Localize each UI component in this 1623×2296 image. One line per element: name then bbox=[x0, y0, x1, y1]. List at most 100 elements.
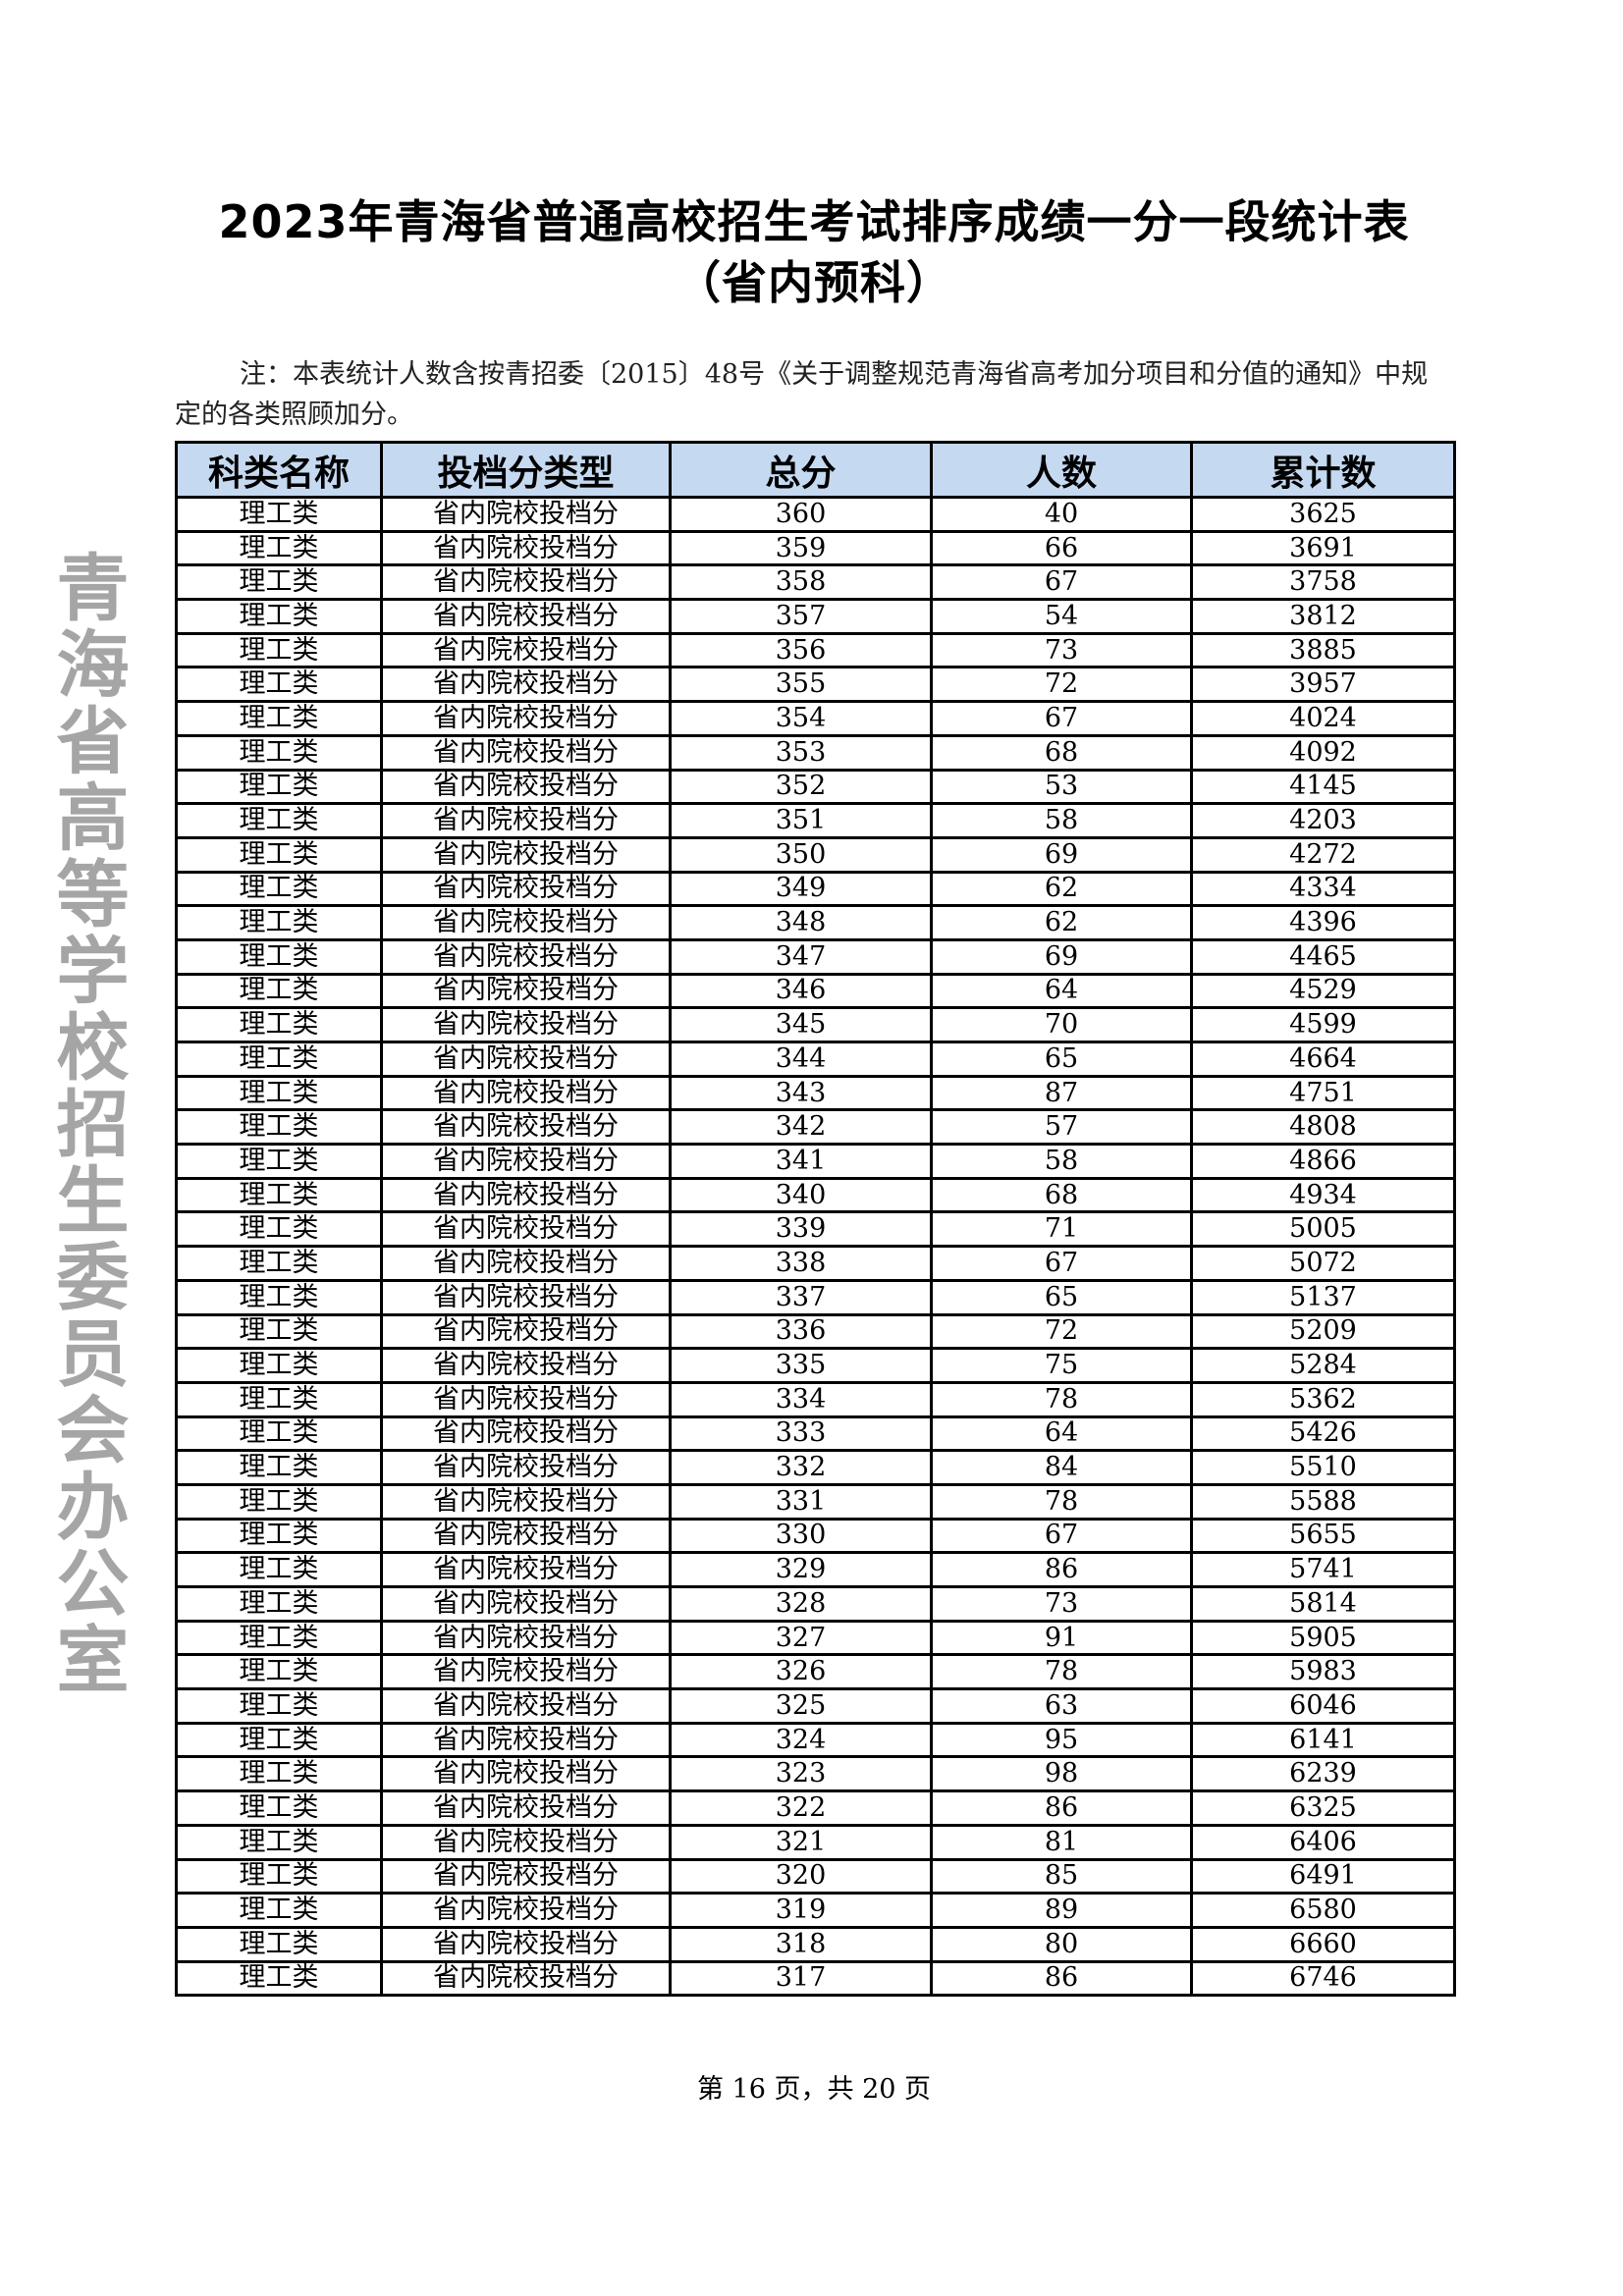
cell-category: 理工类 bbox=[175, 563, 383, 602]
cell-cumulative: 3691 bbox=[1190, 529, 1456, 567]
cell-cumulative: 6746 bbox=[1190, 1959, 1456, 1998]
cell-type: 省内院校投档分 bbox=[380, 563, 672, 602]
cell-type: 省内院校投档分 bbox=[380, 1415, 672, 1453]
cell-type: 省内院校投档分 bbox=[380, 1380, 672, 1418]
cell-cumulative: 6580 bbox=[1190, 1892, 1456, 1929]
table-row: 理工类 省内院校投档分 322 86 6325 bbox=[175, 1789, 1456, 1827]
cell-score: 355 bbox=[669, 666, 933, 704]
cell-count: 62 bbox=[930, 904, 1193, 941]
cell-type: 省内院校投档分 bbox=[380, 666, 672, 704]
cell-category: 理工类 bbox=[175, 1857, 383, 1896]
table-row: 理工类 省内院校投档分 342 57 4808 bbox=[175, 1108, 1456, 1147]
table-row: 理工类 省内院校投档分 317 86 6746 bbox=[175, 1959, 1456, 1998]
cell-category: 理工类 bbox=[175, 1041, 383, 1078]
cell-type: 省内院校投档分 bbox=[380, 1108, 672, 1147]
cell-category: 理工类 bbox=[175, 1006, 383, 1043]
cell-type: 省内院校投档分 bbox=[380, 870, 672, 908]
cell-cumulative: 6046 bbox=[1190, 1687, 1456, 1725]
cell-type: 省内院校投档分 bbox=[380, 1245, 672, 1282]
cell-category: 理工类 bbox=[175, 1210, 383, 1249]
cell-category: 理工类 bbox=[175, 768, 383, 806]
cell-count: 54 bbox=[930, 598, 1193, 635]
cell-cumulative: 6660 bbox=[1190, 1925, 1456, 1963]
cell-cumulative: 5983 bbox=[1190, 1653, 1456, 1691]
table-row: 理工类 省内院校投档分 358 67 3758 bbox=[175, 563, 1456, 602]
table-row: 理工类 省内院校投档分 331 78 5588 bbox=[175, 1482, 1456, 1521]
cell-count: 68 bbox=[930, 733, 1193, 772]
cell-score: 331 bbox=[669, 1482, 933, 1521]
page-title: 2023年青海省普通高校招生考试排序成绩一分一段统计表 bbox=[218, 195, 1410, 248]
cell-score: 326 bbox=[669, 1653, 933, 1691]
table-row: 理工类 省内院校投档分 349 62 4334 bbox=[175, 870, 1456, 908]
table-row: 理工类 省内院校投档分 345 70 4599 bbox=[175, 1006, 1456, 1043]
cell-score: 343 bbox=[669, 1074, 933, 1112]
cell-count: 63 bbox=[930, 1687, 1193, 1725]
cell-category: 理工类 bbox=[175, 1517, 383, 1555]
table-row: 理工类 省内院校投档分 324 95 6141 bbox=[175, 1721, 1456, 1759]
cell-score: 352 bbox=[669, 768, 933, 806]
cell-type: 省内院校投档分 bbox=[380, 598, 672, 635]
cell-category: 理工类 bbox=[175, 1143, 383, 1180]
cell-cumulative: 4465 bbox=[1190, 937, 1456, 976]
cell-cumulative: 4751 bbox=[1190, 1074, 1456, 1112]
cell-score: 327 bbox=[669, 1619, 933, 1657]
cell-cumulative: 5741 bbox=[1190, 1551, 1456, 1588]
cell-score: 321 bbox=[669, 1823, 933, 1861]
table-row: 理工类 省内院校投档分 328 73 5814 bbox=[175, 1585, 1456, 1623]
cell-category: 理工类 bbox=[175, 802, 383, 839]
cell-cumulative: 6491 bbox=[1190, 1857, 1456, 1896]
watermark: 青海省高等学校招生委员会办公室 bbox=[44, 550, 129, 1698]
cell-count: 67 bbox=[930, 563, 1193, 602]
cell-type: 省内院校投档分 bbox=[380, 1006, 672, 1043]
cell-cumulative: 5426 bbox=[1190, 1415, 1456, 1453]
cell-cumulative: 5137 bbox=[1190, 1278, 1456, 1316]
cell-count: 58 bbox=[930, 1143, 1193, 1180]
table-row: 理工类 省内院校投档分 337 65 5137 bbox=[175, 1278, 1456, 1316]
table-row: 理工类 省内院校投档分 332 84 5510 bbox=[175, 1449, 1456, 1486]
table-row: 理工类 省内院校投档分 336 72 5209 bbox=[175, 1312, 1456, 1351]
cell-score: 329 bbox=[669, 1551, 933, 1588]
table-row: 理工类 省内院校投档分 350 69 4272 bbox=[175, 835, 1456, 874]
cell-score: 349 bbox=[669, 870, 933, 908]
cell-count: 72 bbox=[930, 666, 1193, 704]
cell-cumulative: 4203 bbox=[1190, 802, 1456, 839]
cell-type: 省内院校投档分 bbox=[380, 1176, 672, 1214]
table-row: 理工类 省内院校投档分 333 64 5426 bbox=[175, 1415, 1456, 1453]
cell-cumulative: 4934 bbox=[1190, 1176, 1456, 1214]
table-row: 理工类 省内院校投档分 351 58 4203 bbox=[175, 802, 1456, 839]
table-row: 理工类 省内院校投档分 341 58 4866 bbox=[175, 1143, 1456, 1180]
cell-type: 省内院校投档分 bbox=[380, 1857, 672, 1896]
cell-count: 86 bbox=[930, 1789, 1193, 1827]
cell-cumulative: 4092 bbox=[1190, 733, 1456, 772]
cell-count: 85 bbox=[930, 1857, 1193, 1896]
cell-count: 98 bbox=[930, 1755, 1193, 1793]
cell-category: 理工类 bbox=[175, 1892, 383, 1929]
table-row: 理工类 省内院校投档分 319 89 6580 bbox=[175, 1892, 1456, 1929]
cell-count: 89 bbox=[930, 1892, 1193, 1929]
cell-score: 360 bbox=[669, 496, 933, 533]
cell-type: 省内院校投档分 bbox=[380, 768, 672, 806]
cell-type: 省内院校投档分 bbox=[380, 972, 672, 1010]
cell-cumulative: 5588 bbox=[1190, 1482, 1456, 1521]
cell-category: 理工类 bbox=[175, 700, 383, 737]
table-row: 理工类 省内院校投档分 360 40 3625 bbox=[175, 496, 1456, 533]
cell-score: 350 bbox=[669, 835, 933, 874]
cell-category: 理工类 bbox=[175, 1585, 383, 1623]
cell-type: 省内院校投档分 bbox=[380, 1517, 672, 1555]
cell-category: 理工类 bbox=[175, 1347, 383, 1384]
cell-score: 324 bbox=[669, 1721, 933, 1759]
cell-type: 省内院校投档分 bbox=[380, 1687, 672, 1725]
cell-score: 319 bbox=[669, 1892, 933, 1929]
cell-score: 317 bbox=[669, 1959, 933, 1998]
cell-type: 省内院校投档分 bbox=[380, 631, 672, 669]
cell-count: 67 bbox=[930, 1517, 1193, 1555]
cell-score: 346 bbox=[669, 972, 933, 1010]
cell-category: 理工类 bbox=[175, 1312, 383, 1351]
table-row: 理工类 省内院校投档分 329 86 5741 bbox=[175, 1551, 1456, 1588]
cell-type: 省内院校投档分 bbox=[380, 1823, 672, 1861]
table-row: 理工类 省内院校投档分 359 66 3691 bbox=[175, 529, 1456, 567]
cell-category: 理工类 bbox=[175, 1959, 383, 1998]
cell-cumulative: 4808 bbox=[1190, 1108, 1456, 1147]
cell-type: 省内院校投档分 bbox=[380, 1619, 672, 1657]
cell-score: 334 bbox=[669, 1380, 933, 1418]
